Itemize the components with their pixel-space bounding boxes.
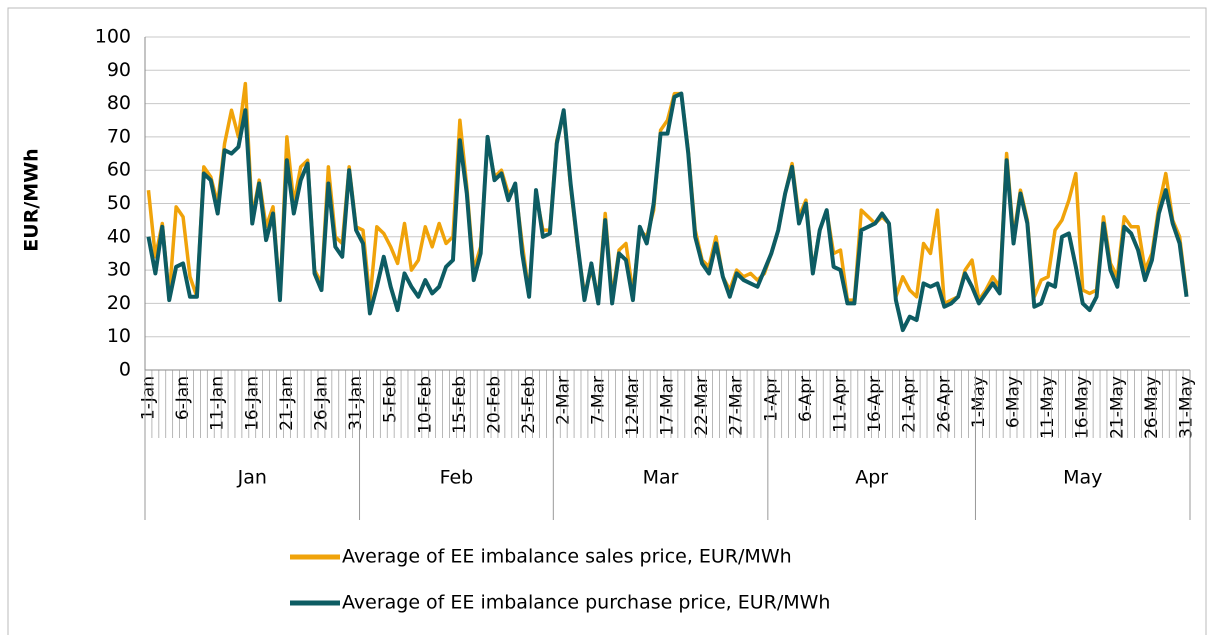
x-tick-label: 22-Mar (692, 376, 712, 436)
x-tick-label: 1-Jan (138, 376, 158, 420)
x-tick-label: 1-Apr (761, 376, 781, 422)
chart-frame (7, 7, 1207, 639)
y-tick-label: 70 (107, 125, 131, 147)
y-tick-label: 100 (95, 26, 131, 48)
series-line (146, 91, 1189, 333)
x-tick-label: 12-Mar (623, 376, 643, 436)
x-tick-label: 1-May (969, 376, 989, 428)
legend-label: Average of EE imbalance sales price, EUR… (342, 546, 792, 568)
x-tick-label: 26-May (1142, 376, 1162, 439)
group-label: May (1063, 467, 1102, 489)
x-tick-label: 11-Apr (831, 376, 851, 433)
legend-label: Average of EE imbalance purchase price, … (342, 592, 830, 614)
x-tick-label: 10-Feb (415, 376, 435, 434)
y-tick-label: 80 (107, 92, 131, 114)
x-tick-label: 6-Jan (173, 376, 193, 420)
x-tick-label: 2-Mar (554, 376, 574, 425)
x-tick-label: 20-Feb (484, 376, 504, 434)
x-tick-label: 26-Apr (934, 376, 954, 433)
x-tick-label: 17-Mar (658, 376, 678, 436)
x-tick-label: 31-Jan (346, 376, 366, 431)
x-tick-label: 21-Apr (900, 376, 920, 433)
y-tick-label: 90 (107, 59, 131, 81)
y-tick-label: 60 (107, 159, 131, 181)
group-label: Feb (440, 467, 474, 489)
x-tick-label: 21-May (1107, 376, 1127, 439)
x-tick-label: 6-Apr (796, 376, 816, 422)
x-tick-label: 16-Jan (242, 376, 262, 431)
y-tick-label: 0 (119, 359, 131, 381)
y-tick-label: 20 (107, 292, 131, 314)
x-tick-label: 5-Feb (381, 376, 401, 423)
x-tick-label: 25-Feb (519, 376, 539, 434)
group-label: Mar (643, 467, 679, 489)
x-tick-label: 26-Jan (311, 376, 331, 431)
y-tick-label: 40 (107, 225, 131, 247)
y-tick-label: 50 (107, 192, 131, 214)
group-label: Jan (237, 467, 267, 489)
x-tick-label: 31-May (1177, 376, 1197, 439)
x-tick-label: 11-May (1038, 376, 1058, 439)
x-tick-label: 15-Feb (450, 376, 470, 434)
y-tick-label: 30 (107, 259, 131, 281)
x-tick-label: 16-May (1073, 376, 1093, 439)
y-tick-label: 10 (107, 325, 131, 347)
y-axis-title: EUR/MWh (21, 148, 43, 251)
x-tick-label: 11-Jan (208, 376, 228, 431)
group-label: Apr (855, 467, 888, 489)
x-tick-label: 6-May (1004, 376, 1024, 428)
x-tick-label: 27-Mar (727, 376, 747, 436)
x-tick-label: 16-Apr (865, 376, 885, 433)
x-tick-label: 21-Jan (277, 376, 297, 431)
x-tick-label: 7-Mar (588, 376, 608, 425)
